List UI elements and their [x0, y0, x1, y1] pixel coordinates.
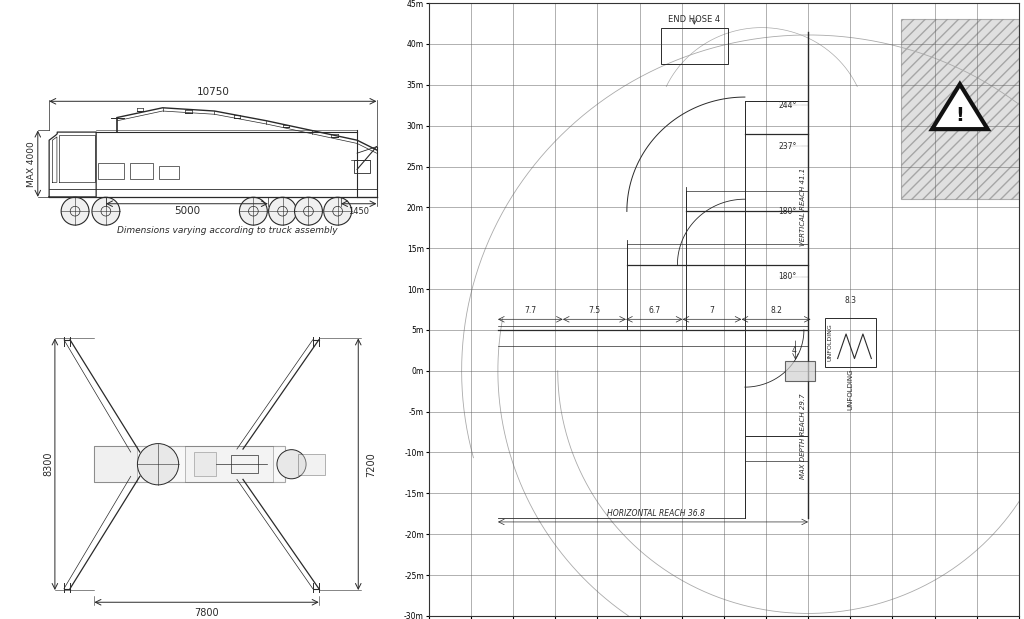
Bar: [195, 452, 216, 477]
Bar: [354, 160, 370, 173]
Text: 244°: 244°: [778, 101, 797, 110]
Text: MAX 4000: MAX 4000: [27, 141, 36, 186]
Bar: [230, 455, 258, 474]
Text: 7: 7: [710, 306, 715, 315]
Circle shape: [276, 449, 306, 478]
Text: MAX DEPTH REACH 29.7: MAX DEPTH REACH 29.7: [800, 393, 806, 479]
Text: Dimensions varying according to truck assembly: Dimensions varying according to truck as…: [117, 227, 338, 235]
Text: 180°: 180°: [778, 207, 797, 216]
Bar: [160, 166, 179, 179]
Text: UNFOLDING: UNFOLDING: [847, 368, 853, 410]
Text: END HOSE 4: END HOSE 4: [669, 15, 720, 24]
Bar: [94, 446, 286, 482]
Text: 237°: 237°: [778, 142, 797, 150]
Bar: [660, 28, 728, 64]
Text: !: !: [955, 106, 965, 126]
Text: 8.2: 8.2: [770, 306, 782, 315]
Text: 8300: 8300: [43, 452, 53, 477]
Circle shape: [295, 197, 323, 225]
Bar: [298, 454, 325, 475]
Bar: [785, 361, 815, 381]
Text: 10750: 10750: [197, 87, 229, 97]
Bar: [130, 163, 153, 179]
Text: 7800: 7800: [195, 608, 219, 618]
Text: 7.5: 7.5: [589, 306, 600, 315]
Text: 5000: 5000: [174, 206, 200, 216]
Circle shape: [240, 197, 267, 225]
Circle shape: [137, 444, 178, 485]
Bar: [901, 19, 1019, 199]
Circle shape: [324, 197, 351, 225]
Circle shape: [61, 197, 89, 225]
Bar: [94, 446, 137, 482]
Bar: [185, 446, 273, 482]
Text: 6.7: 6.7: [648, 306, 660, 315]
Text: 7200: 7200: [366, 452, 376, 477]
Text: 1450: 1450: [348, 207, 370, 216]
Text: UNFOLDING: UNFOLDING: [827, 323, 833, 361]
Bar: [97, 163, 124, 179]
Text: 8.3: 8.3: [844, 297, 856, 305]
Bar: [825, 318, 876, 366]
Text: 7.7: 7.7: [524, 306, 537, 315]
Text: VERTICAL REACH 41.1: VERTICAL REACH 41.1: [800, 168, 806, 246]
Polygon shape: [932, 84, 988, 129]
Text: 4: 4: [792, 346, 796, 355]
Text: HORIZONTAL REACH 36.8: HORIZONTAL REACH 36.8: [607, 509, 706, 518]
Text: 180°: 180°: [778, 272, 797, 281]
Circle shape: [268, 197, 297, 225]
Circle shape: [92, 197, 120, 225]
